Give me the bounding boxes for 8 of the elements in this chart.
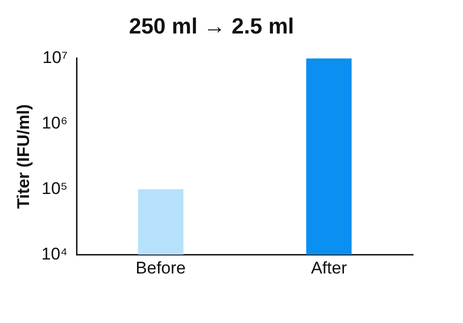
x-tick-label: Before [136,258,186,278]
x-tick-label: After [310,258,348,278]
y-tick-label: 10⁶ [42,113,68,132]
y-axis-title: Titer (IFU/ml) [14,104,33,209]
chart-title: 250 ml → 2.5 ml [128,13,294,38]
y-tick-label: 10⁵ [42,178,68,198]
y-tick-label: 10⁴ [41,244,68,264]
y-tick-label: 10⁷ [42,48,68,68]
